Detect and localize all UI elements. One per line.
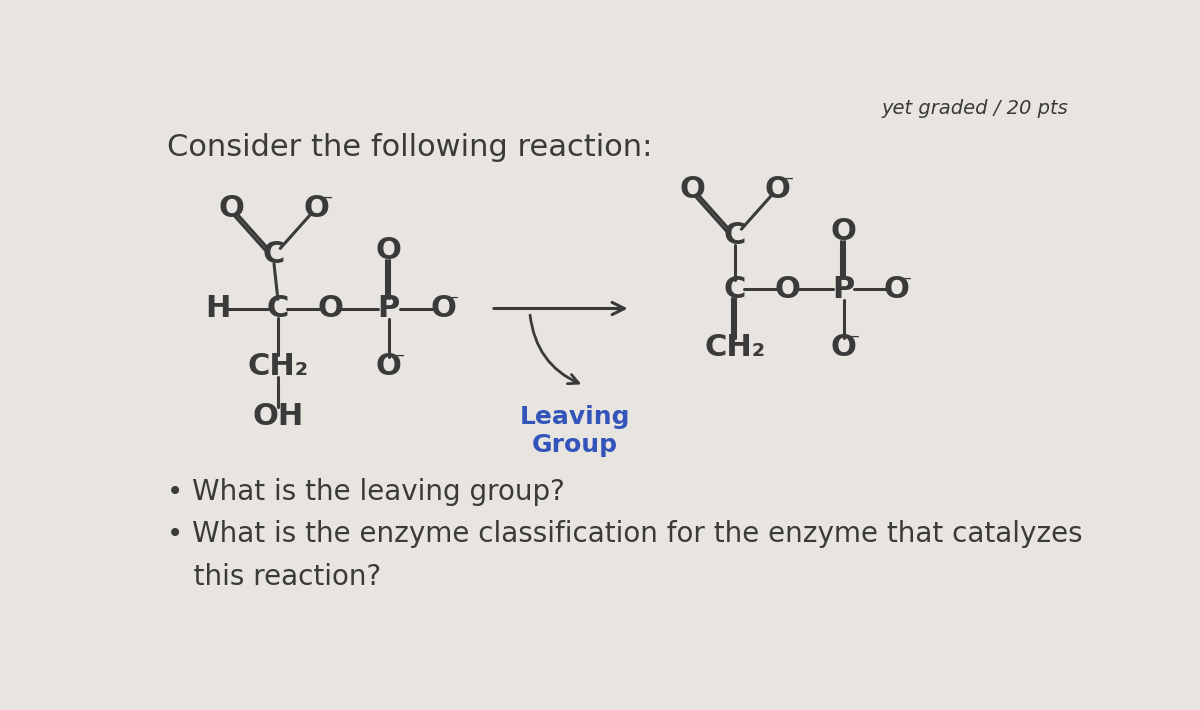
Text: ⁻: ⁻ <box>902 273 912 292</box>
Text: ⁻: ⁻ <box>449 292 458 311</box>
Text: C: C <box>724 275 746 304</box>
Text: O: O <box>318 294 343 323</box>
Text: O: O <box>830 332 857 361</box>
Text: OH: OH <box>252 402 304 431</box>
Text: ⁻: ⁻ <box>784 173 793 192</box>
Text: yet graded / 20 pts: yet graded / 20 pts <box>882 99 1068 118</box>
Text: ⁻: ⁻ <box>395 350 404 368</box>
Text: O: O <box>830 217 857 246</box>
Text: P: P <box>378 294 400 323</box>
Text: ⁻: ⁻ <box>323 192 332 211</box>
Text: C: C <box>266 294 289 323</box>
Text: O: O <box>764 175 791 204</box>
Text: Consider the following reaction:: Consider the following reaction: <box>167 133 653 162</box>
Text: O: O <box>679 175 706 204</box>
Text: CH₂: CH₂ <box>247 351 308 381</box>
Text: this reaction?: this reaction? <box>167 562 382 591</box>
Text: ⁻: ⁻ <box>850 331 859 349</box>
Text: O: O <box>775 275 800 304</box>
Text: • What is the enzyme classification for the enzyme that catalyzes: • What is the enzyme classification for … <box>167 520 1082 548</box>
Text: C: C <box>724 221 746 250</box>
Text: C: C <box>263 240 286 269</box>
Text: P: P <box>833 275 854 304</box>
Text: CH₂: CH₂ <box>704 332 766 361</box>
Text: • What is the leaving group?: • What is the leaving group? <box>167 478 565 506</box>
Text: O: O <box>218 194 245 223</box>
Text: O: O <box>376 236 402 266</box>
Text: O: O <box>304 194 330 223</box>
Text: O: O <box>430 294 456 323</box>
Text: O: O <box>376 351 402 381</box>
Text: Leaving
Group: Leaving Group <box>520 405 630 457</box>
Text: O: O <box>883 275 910 304</box>
Text: H: H <box>205 294 230 323</box>
